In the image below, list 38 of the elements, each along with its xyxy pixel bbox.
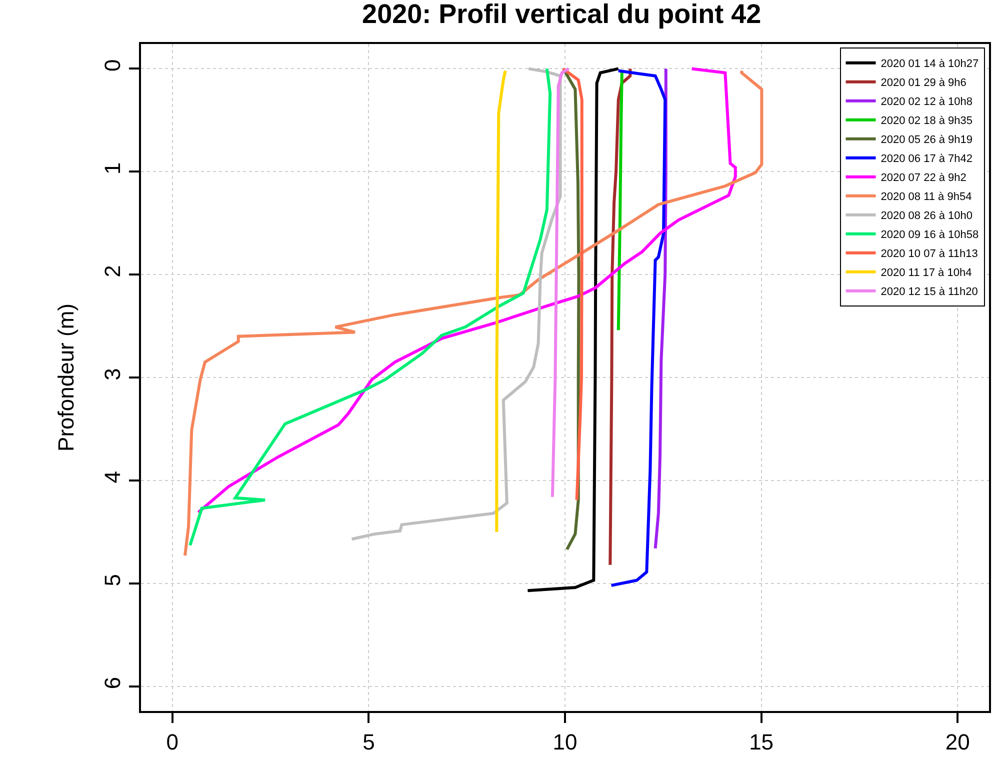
line-series: [562, 67, 584, 502]
y-tick-label: 5: [100, 574, 126, 586]
legend-label: 2020 10 07 à 11h13: [880, 248, 978, 260]
line-series: [610, 69, 667, 587]
x-tick-label: 5: [362, 729, 375, 754]
legend-label: 2020 02 18 à 9h35: [880, 115, 973, 128]
x-tick-label: 20: [945, 729, 970, 754]
legend-label: 2020 11 17 à 10h4: [880, 267, 972, 280]
line-series: [350, 67, 562, 541]
line-series: [550, 67, 570, 498]
line-series: [188, 67, 552, 547]
line-series: [183, 69, 764, 558]
chart-title: 2020: Profil vertical du point 42: [362, 0, 762, 29]
legend-label: 2020 01 14 à 10h27: [880, 58, 979, 70]
y-tick-label: 0: [100, 59, 126, 72]
y-tick-label: 3: [100, 368, 126, 380]
legend-label: 2020 12 15 à 11h20: [880, 286, 978, 298]
legend-label: 2020 01 29 à 9h6: [880, 77, 966, 90]
legend-label: 2020 05 26 à 9h19: [880, 134, 973, 146]
y-tick-label: 6: [100, 676, 126, 690]
legend-label: 2020 02 12 à 10h8: [880, 96, 973, 108]
x-tick-label: 10: [552, 729, 578, 754]
legend-label: 2020 08 11 à 9h54: [880, 191, 972, 204]
legend-label: 2020 07 22 à 9h2: [880, 172, 966, 184]
line-series: [495, 69, 507, 534]
legend-label: 2020 09 16 à 10h58: [880, 229, 979, 242]
legend-label: 2020 08 26 à 10h0: [880, 210, 973, 222]
y-tick-label: 1: [100, 162, 126, 174]
line-series: [616, 70, 624, 332]
line-series: [196, 67, 737, 514]
line-series: [526, 67, 620, 592]
line-series: [608, 67, 632, 566]
x-tick-label: 15: [749, 729, 774, 754]
legend-label: 2020 06 17 à 7h42: [880, 153, 973, 166]
y-axis-title: Profondeur (m): [54, 304, 78, 452]
x-tick-label: 0: [166, 729, 179, 754]
y-tick-label: 2: [100, 265, 126, 278]
y-tick-label: 4: [100, 471, 126, 484]
